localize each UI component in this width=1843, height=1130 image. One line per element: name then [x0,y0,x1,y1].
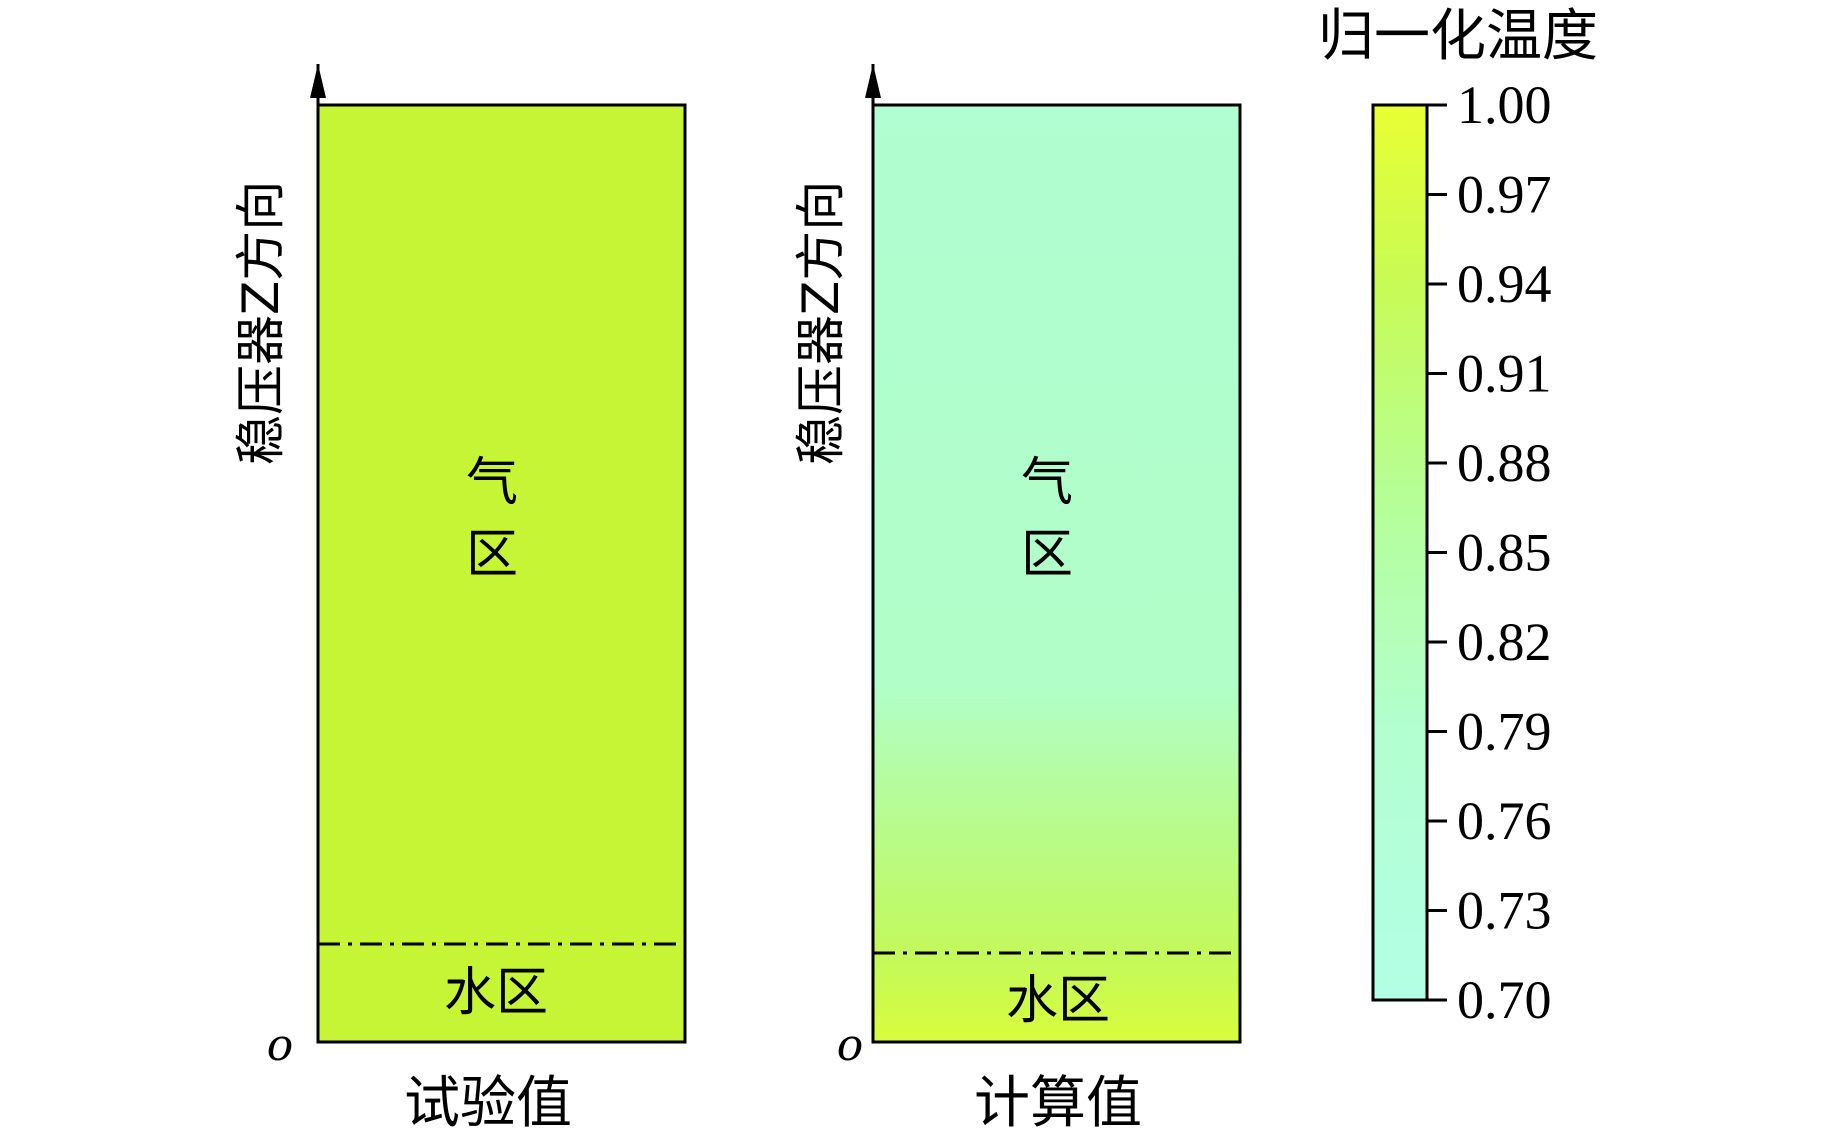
z-axis-label: 稳压器Z方向 [232,181,290,465]
colorbar-tick-label: 0.82 [1457,612,1552,672]
gas-label-2: 区 [466,525,518,585]
panel-caption: 试验值 [404,1071,572,1130]
colorbar-tick-label: 0.79 [1457,702,1552,762]
colorbar-tick-label: 0.70 [1457,970,1552,1030]
gas-label-1: 气 [1021,453,1073,513]
colorbar-tick-label: 0.73 [1457,881,1552,941]
colorbar-tick-label: 0.91 [1457,344,1552,404]
colorbar-tick-label: 0.94 [1457,254,1552,314]
panel-caption: 计算值 [974,1071,1142,1130]
gas-label-2: 区 [1021,525,1073,585]
colorbar-tick-label: 1.00 [1457,75,1552,135]
colorbar-tick-label: 0.97 [1457,165,1552,225]
colorbar-tick-label: 0.76 [1457,791,1552,851]
z-axis-arrowhead [310,64,326,98]
colorbar-ticks: 1.00 0.97 0.94 0.91 0.88 0.85 0.82 0.79 0.76 0.73… [1427,75,1552,1030]
water-label: 水区 [444,963,548,1023]
colorbar-scale [1371,103,1429,1002]
colorbar: 归一化温度 1.00 0.97 0.94 0.91 0.88 0.85 0.82 0.79 0.… [1318,4,1598,1030]
z-axis-arrowhead [865,64,881,98]
calculation-field [871,103,1242,1044]
colorbar-title: 归一化温度 [1318,4,1598,69]
colorbar-tick-label: 0.85 [1457,523,1552,583]
colorbar-tick-label: 0.88 [1457,433,1552,493]
origin-label: o [837,1020,864,1071]
panel-calculation: 稳压器Z方向 o 气 区 水区 计算值 [792,64,1242,1130]
experiment-field [316,103,687,1044]
water-label: 水区 [1006,971,1110,1031]
origin-label: o [267,1020,294,1071]
panel-experiment: 稳压器Z方向 o 气 区 水区 试验值 [232,64,687,1130]
gas-label-1: 气 [466,453,518,513]
z-axis-label: 稳压器Z方向 [792,181,850,465]
